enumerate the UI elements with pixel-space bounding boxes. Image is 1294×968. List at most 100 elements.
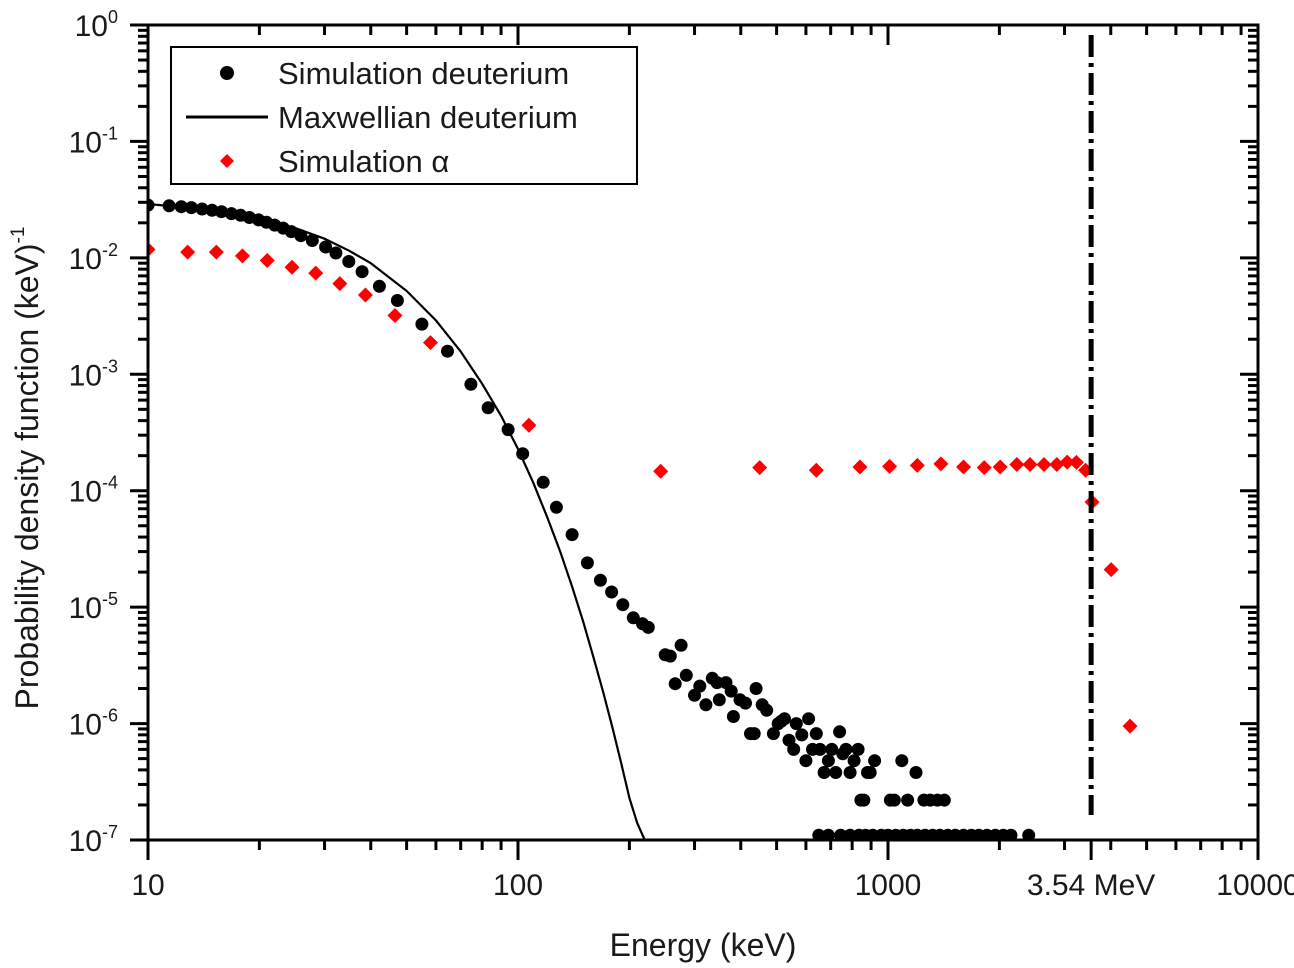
data-point <box>739 696 752 710</box>
data-point <box>747 727 761 741</box>
data-point <box>1022 828 1036 840</box>
legend-marker-diamond <box>220 154 234 168</box>
data-point <box>208 244 224 260</box>
legend-marker-circle <box>220 66 234 80</box>
data-point <box>851 742 865 756</box>
data-point <box>789 717 803 731</box>
y-tick-label: 10-7 <box>69 822 118 858</box>
data-point <box>909 766 923 779</box>
data-point <box>481 401 495 415</box>
data-point <box>580 556 594 570</box>
data-point <box>843 766 857 779</box>
legend-item-simulation-deuterium: Simulation deuterium <box>220 56 569 91</box>
data-point <box>724 684 738 698</box>
plot-border <box>146 23 1260 842</box>
data-point <box>976 460 992 476</box>
data-point <box>809 727 823 741</box>
data-point <box>1022 456 1038 472</box>
data-point <box>863 766 877 779</box>
data-point <box>372 279 386 293</box>
data-point <box>852 459 868 475</box>
data-point <box>813 742 827 756</box>
data-point <box>387 307 403 323</box>
data-point <box>812 828 826 840</box>
data-point <box>821 828 835 840</box>
data-point <box>464 377 478 391</box>
y-tick-label: 10-6 <box>69 706 118 742</box>
data-point <box>749 682 763 695</box>
data-point <box>329 246 343 260</box>
data-point <box>1068 454 1084 470</box>
data-point <box>868 754 882 768</box>
data-point <box>839 742 853 756</box>
axis-ticks <box>130 23 1260 860</box>
maxwellian-curve <box>148 202 646 840</box>
data-point <box>180 244 196 260</box>
data-point <box>817 766 831 779</box>
legend-item-maxwellian-deuterium: Maxwellian deuterium <box>186 100 578 135</box>
data-point <box>1059 454 1075 470</box>
data-point <box>668 677 682 691</box>
data-point <box>441 344 454 358</box>
data-point <box>641 620 655 634</box>
data-point <box>305 234 319 247</box>
data-point <box>415 317 429 331</box>
data-point <box>1004 828 1018 840</box>
data-point <box>808 462 824 478</box>
data-point <box>933 456 949 472</box>
data-point <box>895 754 909 768</box>
data-point <box>825 742 839 756</box>
data-point <box>778 712 791 726</box>
data-point <box>802 712 816 726</box>
data-point <box>726 710 740 723</box>
data-point <box>319 240 333 254</box>
data-point <box>887 793 901 807</box>
data-point <box>710 676 724 690</box>
data-point <box>593 573 607 587</box>
y-tick-label: 10-2 <box>69 240 118 276</box>
data-point <box>1036 456 1052 472</box>
y-axis-title-superscript: -1 <box>8 227 29 244</box>
data-point <box>766 727 780 741</box>
y-axis-title-group: Probability density function (keV)-1 <box>8 227 45 710</box>
data-point <box>259 252 275 268</box>
legend: Simulation deuterium Maxwellian deuteriu… <box>170 46 638 185</box>
data-point <box>148 241 156 257</box>
data-point <box>712 693 726 707</box>
data-point <box>663 649 677 663</box>
data-point <box>956 459 972 475</box>
data-point <box>857 793 871 807</box>
data-point <box>308 265 324 281</box>
y-axis-title: Probability density function (keV) <box>9 243 45 709</box>
data-point <box>909 457 925 473</box>
x-axis-title: Energy (keV) <box>610 927 797 963</box>
data-point <box>549 500 563 514</box>
data-point <box>332 276 348 292</box>
data-point <box>422 335 438 351</box>
data-point <box>693 679 707 693</box>
data-point <box>536 475 550 489</box>
data-point <box>847 754 861 768</box>
plot-area <box>148 198 1138 840</box>
data-point <box>1009 456 1025 472</box>
data-point <box>674 638 688 652</box>
data-point <box>626 611 640 625</box>
svg-text:Probability density function (: Probability density function (keV)-1 <box>8 227 45 710</box>
data-point <box>795 728 809 742</box>
data-point <box>699 698 713 712</box>
legend-item-simulation-alpha: Simulation α <box>220 144 449 179</box>
data-point <box>521 417 537 433</box>
x-tick-label: 100 <box>493 869 543 902</box>
x-tick-label: 3.54 MeV <box>1027 869 1155 902</box>
data-point <box>882 458 898 474</box>
data-point <box>992 459 1008 475</box>
data-point <box>342 255 356 268</box>
data-point <box>829 766 843 779</box>
data-point <box>234 248 250 264</box>
axes-frame <box>146 23 1260 842</box>
x-tick-label: 10000 <box>1216 869 1294 902</box>
y-tick-label: 10-3 <box>69 356 118 392</box>
x-tick-label: 1000 <box>855 869 922 902</box>
legend-label: Simulation α <box>278 144 449 179</box>
series-simulation-deuterium <box>148 198 1036 840</box>
